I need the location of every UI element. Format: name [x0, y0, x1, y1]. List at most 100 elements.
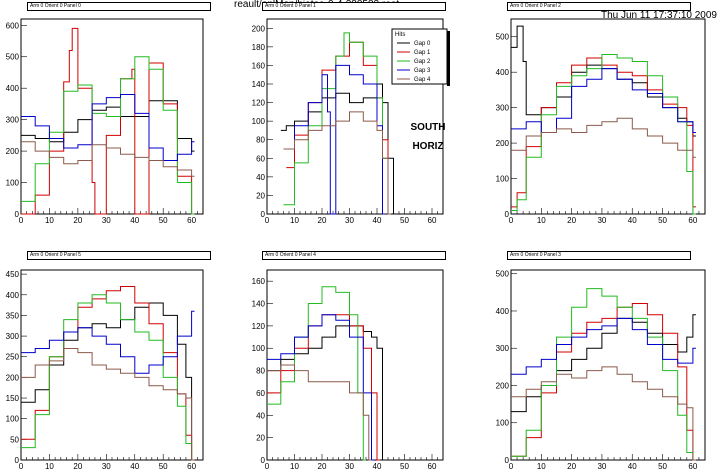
panel-title: Arm 0 Orient 0 Panel 1 — [262, 2, 446, 11]
legend-shadow — [447, 31, 450, 86]
x-tick-label: 30 — [102, 216, 111, 225]
x-tick-label: 20 — [567, 216, 576, 225]
x-tick-label: 20 — [73, 462, 82, 471]
y-tick-label: 300 — [6, 332, 20, 341]
x-tick-label: 20 — [73, 216, 82, 225]
y-tick-label: 80 — [256, 136, 265, 145]
x-tick-label: 20 — [567, 462, 576, 471]
x-tick-label: 30 — [102, 462, 111, 471]
panel-title: Arm 0 Orient 0 Panel 3 — [507, 251, 691, 260]
x-tick-label: 40 — [130, 462, 139, 471]
y-tick-label: 500 — [496, 33, 510, 42]
y-tick-label: 120 — [252, 322, 266, 331]
plot-frame — [266, 269, 444, 461]
y-tick-label: 20 — [256, 434, 265, 443]
overlay-label: HORIZ — [412, 141, 443, 152]
x-tick-label: 0 — [509, 462, 514, 471]
y-tick-label: 200 — [252, 24, 266, 33]
series-line — [511, 57, 696, 208]
series-line — [289, 64, 386, 215]
y-tick-label: 300 — [496, 104, 510, 113]
y-tick-label: 0 — [15, 456, 20, 465]
x-tick-label: 10 — [45, 462, 54, 471]
x-tick-label: 60 — [187, 462, 196, 471]
x-tick-label: 60 — [428, 462, 437, 471]
histogram-panel: 0 10 20 30 40 50 60 0 20 40 60 80 100 120 140 160 — [252, 269, 444, 471]
y-tick-label: 200 — [496, 139, 510, 148]
y-tick-label: 0 — [15, 210, 20, 219]
x-tick-label: 50 — [159, 216, 168, 225]
y-tick-label: 200 — [496, 381, 510, 390]
x-tick-label: 40 — [628, 216, 637, 225]
x-tick-label: 40 — [628, 462, 637, 471]
y-tick-label: 100 — [252, 344, 266, 353]
y-tick-label: 300 — [6, 116, 20, 125]
y-tick-label: 0 — [261, 456, 266, 465]
x-tick-label: 40 — [130, 216, 139, 225]
y-tick-label: 100 — [496, 175, 510, 184]
y-tick-label: 60 — [256, 389, 265, 398]
series-line — [21, 141, 195, 177]
legend-label: Gap 2 — [414, 59, 431, 65]
overlay-label: SOUTH — [411, 122, 446, 133]
series-line — [21, 56, 195, 215]
x-tick-label: 10 — [537, 216, 546, 225]
x-tick-label: 0 — [265, 462, 270, 471]
y-tick-label: 40 — [256, 411, 265, 420]
series-line — [21, 310, 195, 374]
x-tick-label: 30 — [345, 216, 354, 225]
y-tick-label: 100 — [6, 179, 20, 188]
y-tick-label: 0 — [261, 210, 266, 219]
x-tick-label: 0 — [509, 216, 514, 225]
x-tick-label: 0 — [265, 216, 270, 225]
x-tick-label: 10 — [537, 462, 546, 471]
x-tick-label: 30 — [597, 462, 606, 471]
legend-title: Hits — [395, 32, 405, 38]
y-tick-label: 100 — [496, 419, 510, 428]
panel-title: Arm 0 Orient 0 Panel 5 — [27, 251, 211, 260]
legend-label: Gap 4 — [414, 77, 431, 83]
x-tick-label: 10 — [290, 216, 299, 225]
x-tick-label: 60 — [688, 462, 697, 471]
y-tick-label: 100 — [252, 117, 266, 126]
series-line — [21, 302, 195, 461]
y-tick-label: 400 — [496, 68, 510, 77]
legend: Hits Gap 0 Gap 1 Gap 2 Gap 3 Gap 4 — [391, 28, 450, 86]
series-line — [267, 314, 375, 461]
y-tick-label: 20 — [256, 191, 265, 200]
x-tick-label: 20 — [318, 462, 327, 471]
y-tick-label: 120 — [252, 99, 266, 108]
y-tick-label: 100 — [6, 415, 20, 424]
x-tick-label: 50 — [400, 462, 409, 471]
series-line — [21, 348, 195, 461]
x-tick-label: 10 — [290, 462, 299, 471]
histogram-panel: 0 10 20 30 40 50 60 0 50 100 150 200 250 300 350 400 450 — [6, 269, 204, 471]
y-tick-label: 500 — [496, 270, 510, 279]
legend-label: Gap 0 — [414, 41, 431, 47]
series-line — [21, 94, 195, 161]
legend-box — [391, 28, 448, 85]
y-tick-label: 250 — [6, 353, 20, 362]
legend-label: Gap 3 — [414, 68, 431, 74]
x-tick-label: 30 — [597, 216, 606, 225]
y-tick-label: 50 — [10, 435, 19, 444]
panel-title: Arm 0 Orient 0 Panel 2 — [507, 2, 691, 11]
x-tick-label: 0 — [19, 462, 24, 471]
x-tick-label: 30 — [345, 462, 354, 471]
series-line — [511, 366, 696, 461]
x-tick-label: 50 — [159, 462, 168, 471]
histogram-panel: 0 10 20 30 40 50 60 0 100 200 300 400 500 — [496, 269, 706, 471]
panel-title: Arm 0 Orient 0 Panel 0 — [27, 2, 211, 11]
x-tick-label: 50 — [658, 216, 667, 225]
series-line — [511, 288, 696, 461]
series-line — [511, 117, 696, 158]
series-line — [267, 364, 372, 461]
y-tick-label: 160 — [252, 61, 266, 70]
x-tick-label: 60 — [428, 216, 437, 225]
x-tick-label: 50 — [400, 216, 409, 225]
panel-title: Arm 0 Orient 0 Panel 4 — [262, 251, 446, 260]
y-tick-label: 150 — [6, 394, 20, 403]
y-tick-label: 500 — [6, 53, 20, 62]
